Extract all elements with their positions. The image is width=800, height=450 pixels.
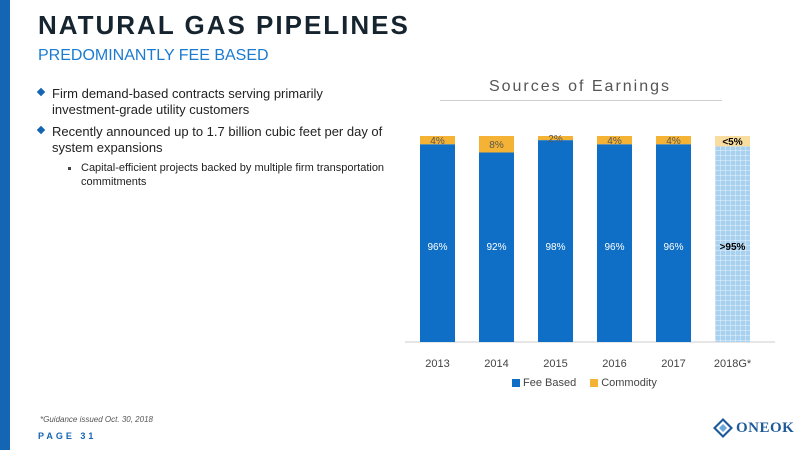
bar-commodity <box>479 136 514 153</box>
bar-fee-based <box>656 144 691 342</box>
data-label-fee-based: 96% <box>427 242 447 253</box>
bar-commodity <box>538 136 573 141</box>
chart-title: Sources of Earnings <box>488 78 672 95</box>
data-label-commodity: 8% <box>489 140 504 151</box>
bar-fee-based <box>479 152 514 342</box>
company-logo: ONEOK <box>713 418 794 438</box>
bar-fee-based <box>420 144 455 342</box>
bar-fee-based <box>715 146 750 342</box>
data-label-fee-based: 98% <box>545 242 565 253</box>
bullet-text: Firm demand-based contracts serving prim… <box>52 86 323 117</box>
square-bullet-icon <box>68 167 71 170</box>
x-tick-label: 2018G* <box>714 358 752 370</box>
x-tick-label: 2016 <box>602 358 626 370</box>
bullet-item: Firm demand-based contracts serving prim… <box>36 86 388 117</box>
bullet-item: Recently announced up to 1.7 billion cub… <box>36 124 388 155</box>
footnote: *Guidance issued Oct. 30, 2018 <box>40 415 153 424</box>
data-label-fee-based: >95% <box>720 242 746 253</box>
legend-label-commodity: Commodity <box>601 377 657 389</box>
sources-of-earnings-chart: 96% 4% 2013 92% 8% 2014 98% 2% 2015 96% 4% 2016 96% 4… <box>405 134 775 370</box>
legend-swatch-commodity <box>590 379 599 387</box>
data-label-fee-based: 96% <box>604 242 624 253</box>
page-title: NATURAL GAS PIPELINES <box>38 10 410 40</box>
diamond-bullet-icon <box>36 87 46 97</box>
bullet-list: Firm demand-based contracts serving prim… <box>36 86 388 189</box>
logo-text: ONEOK <box>736 419 795 436</box>
sub-bullet-item: Capital-efficient projects backed by mul… <box>38 161 388 189</box>
page-subtitle: PREDOMINANTLY FEE BASED <box>38 47 269 64</box>
data-label-commodity: 2% <box>548 134 563 145</box>
data-label-commodity: 4% <box>430 136 445 147</box>
x-tick-label: 2015 <box>543 358 567 370</box>
sub-bullet-text: Capital-efficient projects backed by mul… <box>81 162 385 188</box>
legend-item-commodity: Commodity <box>590 377 657 389</box>
bar-fee-based <box>538 140 573 342</box>
diamond-bullet-icon <box>36 125 46 135</box>
x-tick-label: 2014 <box>484 358 508 370</box>
legend-swatch-fee-based <box>512 379 520 387</box>
data-label-fee-based: 96% <box>663 242 683 253</box>
data-label-commodity: 4% <box>666 136 681 147</box>
bar-commodity <box>715 136 750 147</box>
left-accent-bar <box>0 0 10 450</box>
bullet-text: Recently announced up to 1.7 billion cub… <box>52 124 383 155</box>
bar-commodity <box>597 136 632 145</box>
x-tick-label: 2017 <box>661 358 685 370</box>
data-label-fee-based: 92% <box>486 242 506 253</box>
bar-fee-based <box>597 144 632 342</box>
legend-item-fee-based: Fee Based <box>512 377 576 389</box>
data-label-commodity: 4% <box>607 136 622 147</box>
bar-commodity <box>420 136 455 145</box>
x-tick-label: 2013 <box>425 358 449 370</box>
bar-commodity <box>656 136 691 145</box>
chart-legend: Fee Based Commodity <box>512 377 657 389</box>
chart-title-rule <box>440 100 722 101</box>
diamond-logo-icon <box>713 418 733 438</box>
page-number: PAGE 31 <box>38 431 97 441</box>
legend-label-fee-based: Fee Based <box>523 377 577 389</box>
data-label-commodity: <5% <box>722 137 742 148</box>
